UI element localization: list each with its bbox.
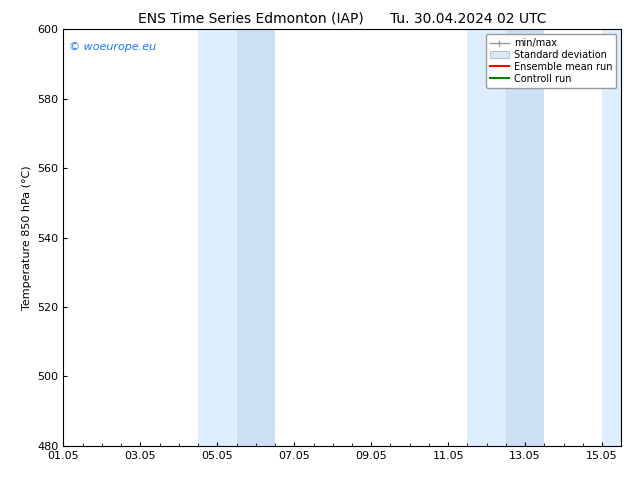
Legend: min/max, Standard deviation, Ensemble mean run, Controll run: min/max, Standard deviation, Ensemble me… [486, 34, 616, 88]
Text: © woeurope.eu: © woeurope.eu [69, 42, 156, 52]
Y-axis label: Temperature 850 hPa (°C): Temperature 850 hPa (°C) [22, 165, 32, 310]
Bar [198, 29, 236, 446]
Bar [467, 29, 506, 446]
Bar [506, 29, 545, 446]
Title: ENS Time Series Edmonton (IAP)      Tu. 30.04.2024 02 UTC: ENS Time Series Edmonton (IAP) Tu. 30.04… [138, 11, 547, 25]
Bar [236, 29, 275, 446]
Bar [602, 29, 621, 446]
